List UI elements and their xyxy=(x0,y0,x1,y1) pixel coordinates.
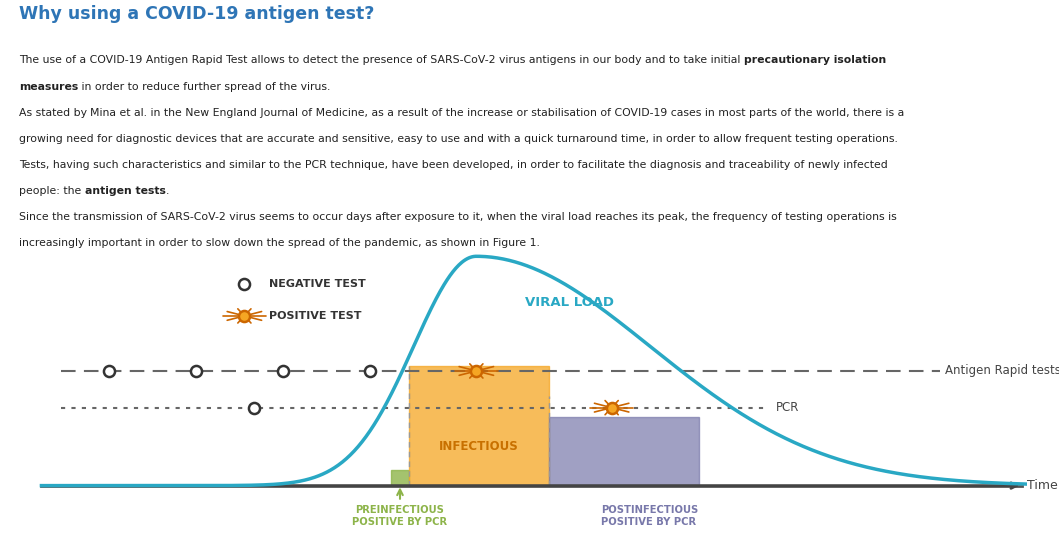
Text: in order to reduce further spread of the virus.: in order to reduce further spread of the… xyxy=(78,82,330,91)
Bar xyxy=(391,469,409,486)
Text: people: the: people: the xyxy=(19,186,85,196)
Text: INFECTIOUS: INFECTIOUS xyxy=(438,440,519,453)
Text: increasingly important in order to slow down the spread of the pandemic, as show: increasingly important in order to slow … xyxy=(19,238,540,248)
Text: Time: Time xyxy=(1027,479,1058,492)
Text: VIRAL LOAD: VIRAL LOAD xyxy=(524,296,613,309)
Text: PREINFECTIOUS
POSITIVE BY PCR: PREINFECTIOUS POSITIVE BY PCR xyxy=(353,505,448,527)
Text: Tests, having such characteristics and similar to the PCR technique, have been d: Tests, having such characteristics and s… xyxy=(19,160,887,170)
Text: .: . xyxy=(165,186,169,196)
Text: NEGATIVE TEST: NEGATIVE TEST xyxy=(269,279,365,289)
Text: growing need for diagnostic devices that are accurate and sensitive, easy to use: growing need for diagnostic devices that… xyxy=(19,133,898,144)
Bar xyxy=(409,366,549,486)
Text: antigen tests: antigen tests xyxy=(85,186,165,196)
Text: Antigen Rapid tests: Antigen Rapid tests xyxy=(945,364,1059,377)
Text: Mina et al.: Mina et al. xyxy=(90,108,147,118)
Text: PCR: PCR xyxy=(776,401,800,414)
Text: Why using a COVID-19 antigen test?: Why using a COVID-19 antigen test? xyxy=(19,5,374,24)
Text: POSITIVE TEST: POSITIVE TEST xyxy=(269,311,361,321)
Text: Since the transmission of SARS-CoV-2 virus seems to occur days after exposure to: Since the transmission of SARS-CoV-2 vir… xyxy=(19,212,897,222)
Text: As stated by: As stated by xyxy=(19,108,90,118)
Bar xyxy=(549,417,699,486)
Text: in the New England Journal of Medicine, as a result of the increase or stabilisa: in the New England Journal of Medicine, … xyxy=(147,108,904,118)
Text: measures: measures xyxy=(19,82,78,91)
Text: The use of a COVID-19 Antigen Rapid Test allows to detect the presence of SARS-C: The use of a COVID-19 Antigen Rapid Test… xyxy=(19,55,743,66)
Text: precautionary isolation: precautionary isolation xyxy=(743,55,886,66)
Text: POSTINFECTIOUS
POSITIVE BY PCR: POSTINFECTIOUS POSITIVE BY PCR xyxy=(602,505,699,527)
